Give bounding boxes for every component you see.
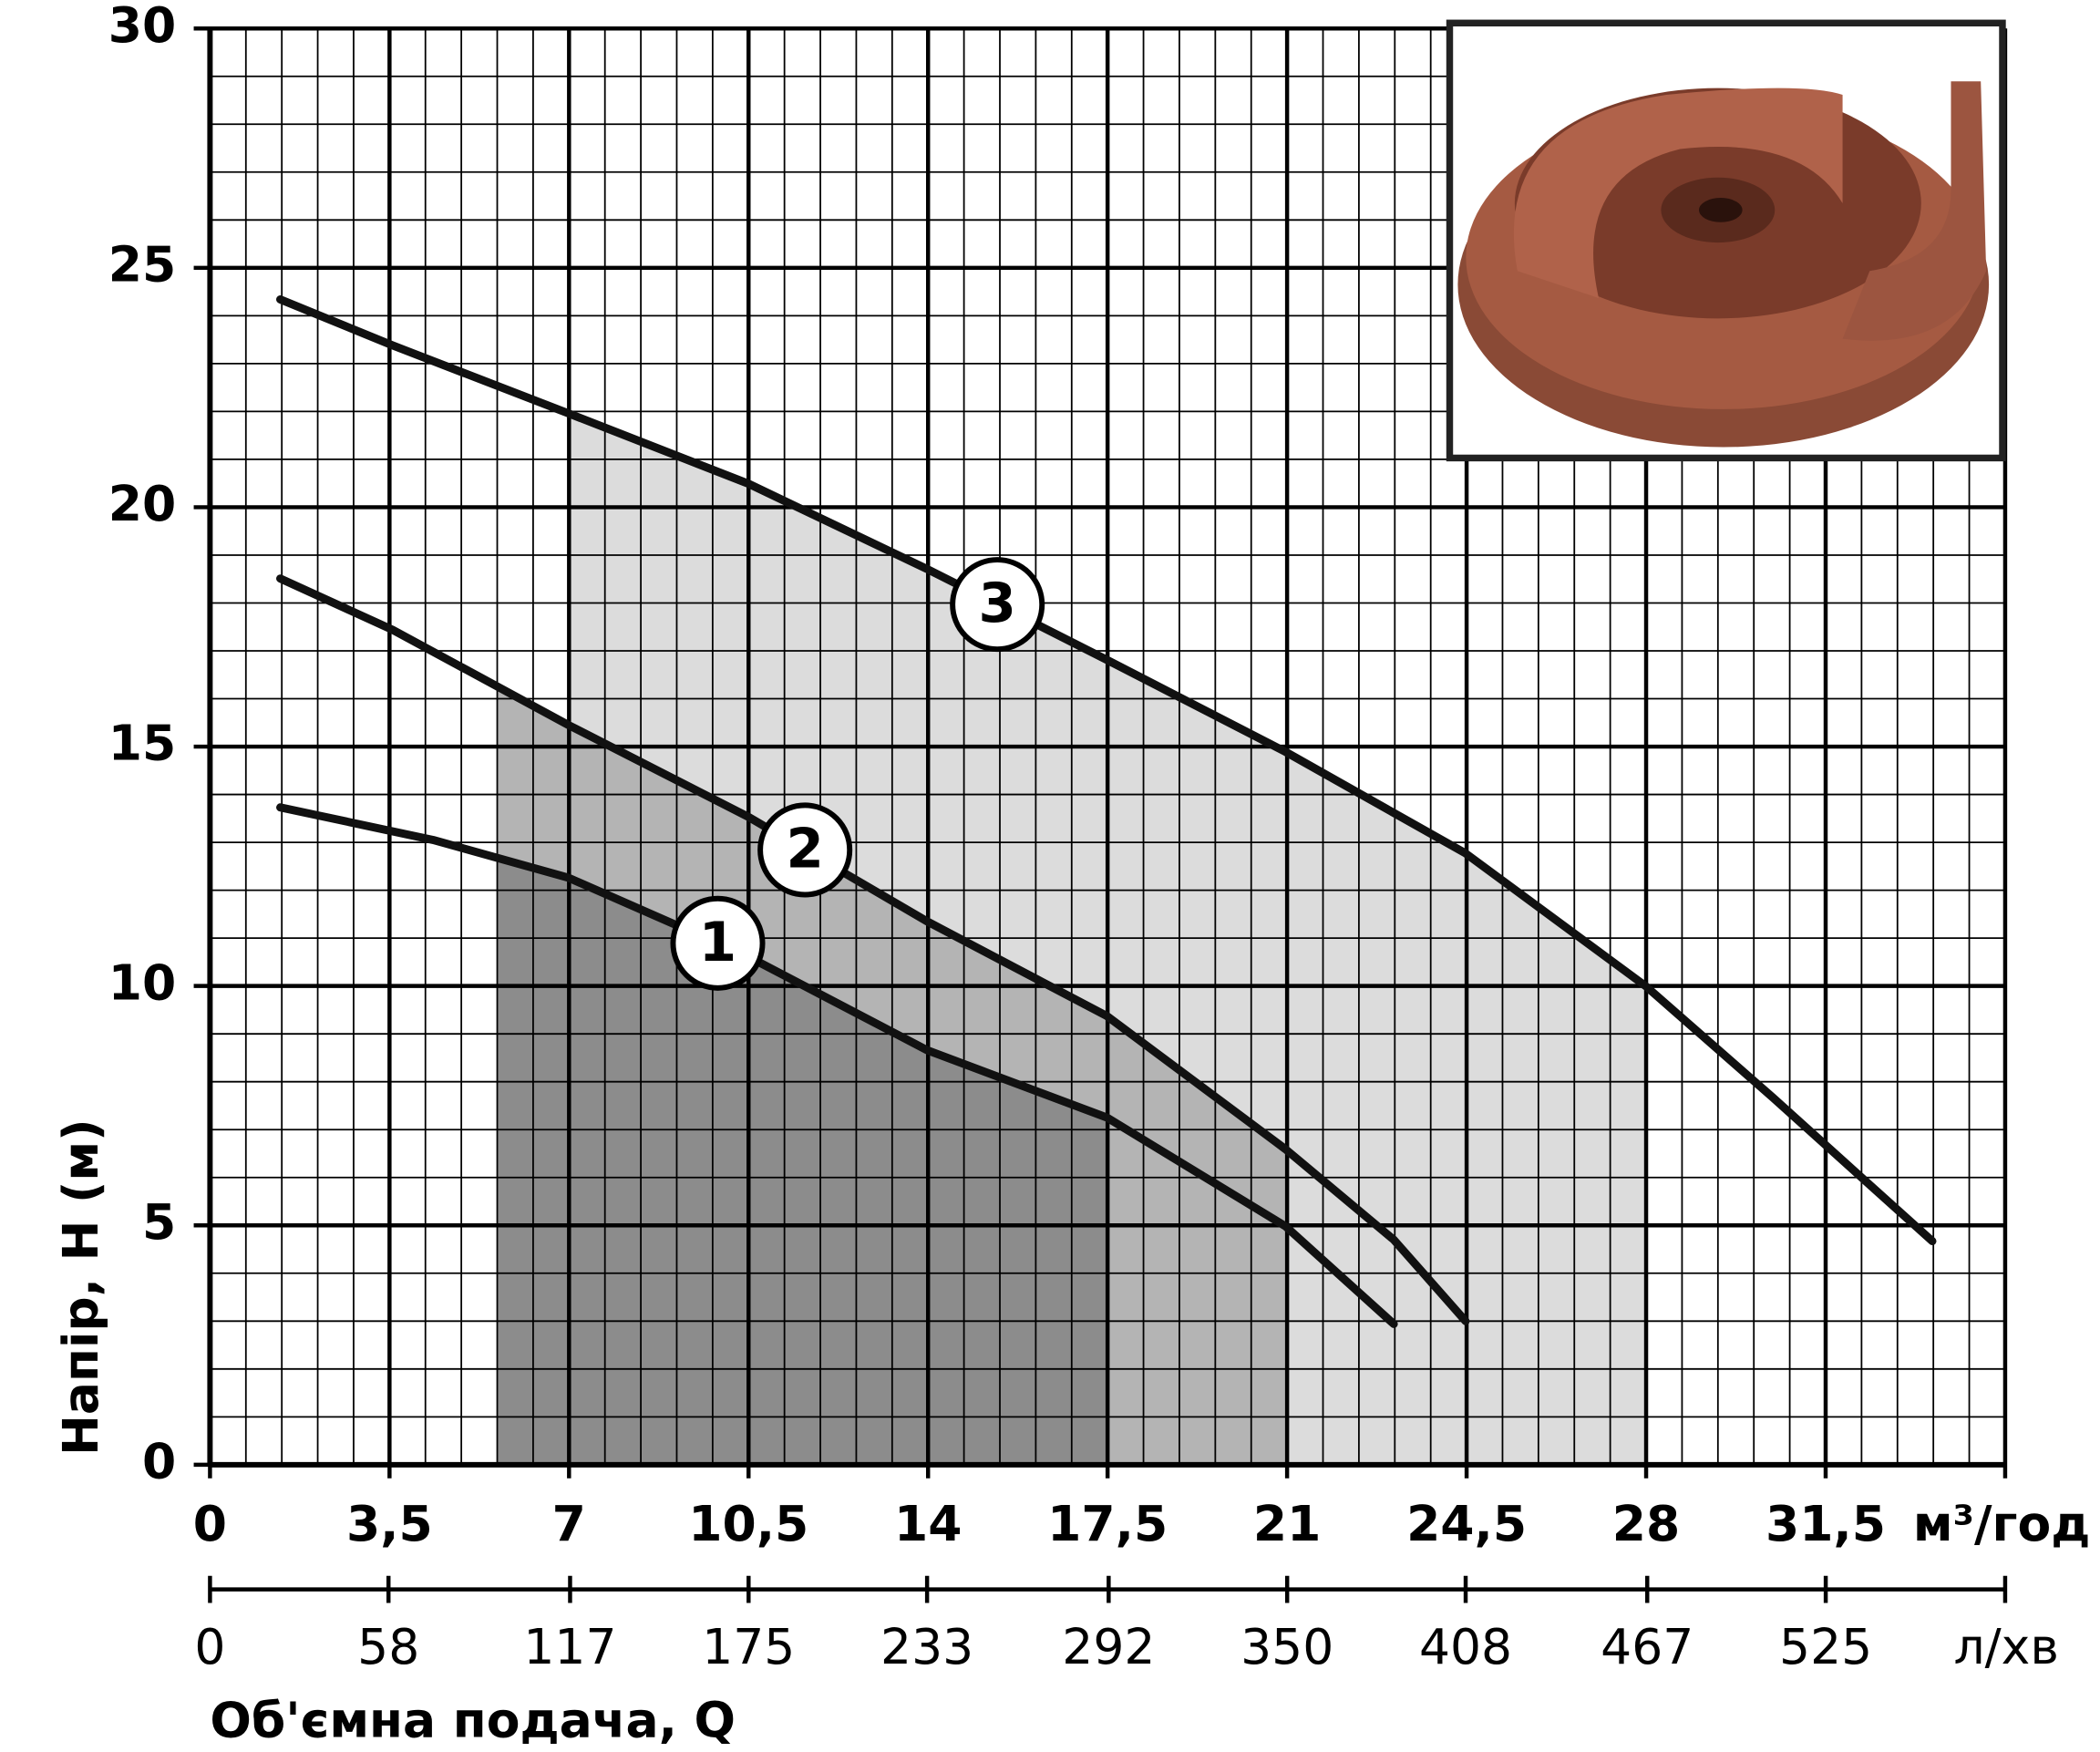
x2-tick-label: 350 — [1240, 1618, 1333, 1675]
x-axis-title: Об'ємна подача, Q — [210, 1691, 736, 1748]
y-axis-title: Напір, Н (м) — [52, 1118, 109, 1455]
curve — [276, 574, 1470, 1325]
y-tick-label: 20 — [108, 475, 176, 532]
x-tick-label: 31,5 — [1765, 1495, 1886, 1552]
x2-tick-label: 233 — [880, 1618, 973, 1675]
x-tick-label: 24,5 — [1406, 1495, 1527, 1552]
y-tick-label: 10 — [108, 953, 176, 1011]
y-tick-label: 30 — [108, 0, 176, 54]
x-tick-label: 21 — [1253, 1495, 1321, 1552]
curves — [276, 295, 1937, 1328]
curve — [276, 295, 1937, 1246]
x2-tick-label: 292 — [1062, 1618, 1155, 1675]
curve-label: 3 — [979, 572, 1016, 635]
curve-label: 1 — [699, 912, 736, 974]
curve-label-badge — [757, 802, 853, 898]
x2-tick-label: 117 — [523, 1618, 616, 1675]
x-tick-label: 10,5 — [688, 1495, 808, 1552]
x-unit: м³/год — [1913, 1495, 2091, 1552]
y-tick-label: 15 — [108, 715, 176, 772]
x-tick-label: 7 — [552, 1495, 586, 1552]
curve-label: 2 — [786, 819, 823, 881]
x2-tick-label: 525 — [1779, 1618, 1872, 1675]
curve — [276, 803, 1398, 1328]
x2-unit: л/хв — [1953, 1618, 2058, 1675]
curve-label-badge — [670, 895, 766, 991]
x-tick-label: 17,5 — [1047, 1495, 1168, 1552]
operating-range — [497, 858, 1108, 1465]
x-tick-label: 0 — [193, 1495, 227, 1552]
photo — [1446, 19, 2006, 462]
x2-tick-label: 58 — [357, 1618, 419, 1675]
curve-label-badge — [950, 557, 1045, 653]
x2-tick-label: 467 — [1601, 1618, 1693, 1675]
grid — [193, 26, 2008, 1479]
y-tick-label: 0 — [142, 1433, 176, 1490]
impeller-vane — [1513, 88, 1843, 299]
x-tick-label: 3,5 — [346, 1495, 433, 1552]
x2-tick-label: 408 — [1419, 1618, 1512, 1675]
labels: 12 3 — [670, 557, 1045, 991]
x2-tick-label: 0 — [194, 1618, 225, 1675]
y-tick-label: 5 — [142, 1193, 176, 1251]
impeller-hole — [1699, 198, 1743, 222]
y-tick-label: 25 — [108, 235, 176, 293]
x-tick-label: 14 — [894, 1495, 962, 1552]
x-tick-label: 28 — [1612, 1495, 1680, 1552]
impeller-vane — [1842, 81, 1987, 341]
x2-tick-label: 175 — [702, 1618, 795, 1675]
